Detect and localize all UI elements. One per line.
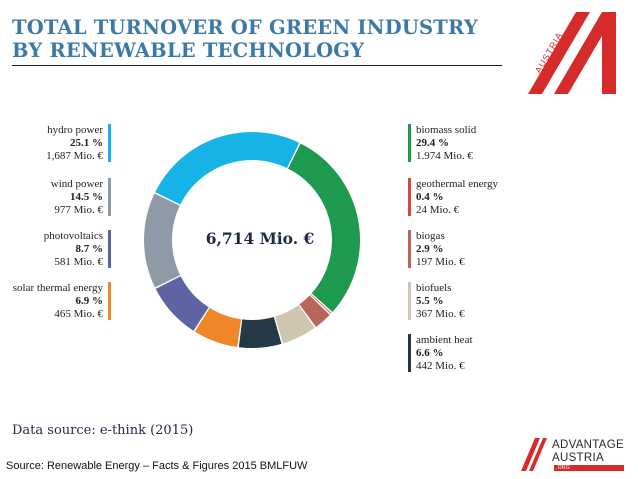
data-source-note: Data source: e-think (2015)	[12, 423, 194, 438]
legend-biogas-value: 197 Mio. €	[416, 256, 465, 268]
donut-slice-geothermal-energy	[310, 294, 332, 314]
legend-photovoltaics-value: 581 Mio. €	[54, 256, 103, 268]
legend-biogas-swatch	[408, 230, 411, 268]
legend-wind-power-swatch	[108, 178, 111, 216]
advantage-austria-mark-icon	[521, 438, 547, 471]
austria-logo-stripe-1	[528, 12, 590, 94]
donut-slice-biofuels	[274, 305, 315, 344]
legend-wind-power-value: 977 Mio. €	[54, 204, 103, 216]
legend-geothermal-energy-swatch	[408, 178, 411, 216]
legend-biofuels-name: biofuels	[416, 282, 452, 294]
title-divider	[12, 65, 502, 66]
donut-slice-hydro-power	[155, 132, 300, 205]
legend-photovoltaics-percent: 8.7 %	[75, 243, 104, 255]
austria-logo-stripe-2	[554, 12, 616, 94]
legend-solar-thermal-energy-value: 465 Mio. €	[54, 308, 103, 320]
legend-biomass-solid-percent: 29.4 %	[416, 137, 449, 149]
legend-hydro-power: hydro power 25.1 % 1,687 Mio. €	[0, 124, 111, 163]
legend-biofuels: biofuels 5.5 % 367 Mio. €	[408, 282, 566, 321]
legend-ambient-heat-swatch	[408, 334, 411, 372]
legend-wind-power: wind power 14.5 % 977 Mio. €	[0, 178, 111, 217]
advantage-austria-badge: .ORG	[554, 465, 624, 471]
legend-wind-power-name: wind power	[50, 178, 103, 190]
legend-ambient-heat-percent: 6.6 %	[416, 347, 444, 359]
advantage-austria-line-2: AUSTRIA	[552, 452, 604, 464]
legend-biogas: biogas 2.9 % 197 Mio. €	[408, 230, 566, 269]
chart-title-line-1: TOTAL TURNOVER OF GREEN INDUSTRY	[12, 16, 478, 39]
legend-biomass-solid-swatch	[408, 124, 411, 162]
advantage-austria-wordmark: ADVANTAGE AUSTRIA .ORG	[552, 439, 624, 471]
legend-photovoltaics: photovoltaics 8.7 % 581 Mio. €	[0, 230, 111, 269]
legend-biogas-name: biogas	[416, 230, 445, 242]
source-caption: Source: Renewable Energy – Facts & Figur…	[6, 460, 308, 472]
legend-ambient-heat-name: ambient heat	[416, 334, 473, 346]
legend-biofuels-value: 367 Mio. €	[416, 308, 465, 320]
donut-slice-biogas	[299, 295, 330, 327]
legend-hydro-power-name: hydro power	[47, 124, 103, 136]
austria-logo-icon: AUSTRIA	[528, 12, 616, 94]
legend-hydro-power-percent: 25.1 %	[70, 137, 103, 149]
legend-solar-thermal-energy-name: solar thermal energy	[12, 282, 103, 294]
legend-geothermal-energy: geothermal energy 0.4 % 24 Mio. €	[408, 178, 566, 217]
legend-photovoltaics-swatch	[108, 230, 111, 268]
donut-slice-ambient-heat	[238, 316, 282, 348]
legend-hydro-power-swatch	[108, 124, 111, 162]
legend-biogas-percent: 2.9 %	[416, 243, 444, 255]
legend-solar-thermal-energy-percent: 6.9 %	[75, 295, 104, 307]
donut-slice-solar-thermal-energy	[194, 307, 242, 347]
chart-title: TOTAL TURNOVER OF GREEN INDUSTRY BY RENE…	[12, 16, 478, 62]
legend-biofuels-percent: 5.5 %	[416, 295, 444, 307]
legend-ambient-heat-value: 442 Mio. €	[416, 360, 465, 372]
donut-slice-photovoltaics	[155, 276, 209, 331]
chart-title-line-2: BY RENEWABLE TECHNOLOGY	[12, 39, 365, 62]
austria-logo-stripe-3	[602, 12, 616, 94]
legend-biofuels-swatch	[408, 282, 411, 320]
advantage-austria-logo: ADVANTAGE AUSTRIA .ORG	[520, 436, 636, 474]
advantage-austria-line-1: ADVANTAGE	[552, 439, 624, 451]
legend-wind-power-percent: 14.5 %	[70, 191, 103, 203]
legend-geothermal-energy-percent: 0.4 %	[416, 191, 444, 203]
legend-geothermal-energy-value: 24 Mio. €	[416, 204, 460, 216]
legend-biomass-solid-value: 1.974 Mio. €	[416, 150, 473, 162]
donut-slice-biomass-solid	[288, 143, 360, 312]
legend-hydro-power-value: 1,687 Mio. €	[46, 150, 103, 162]
donut-center-total: 6,714 Mio. €	[205, 229, 315, 248]
donut-slice-wind-power	[144, 193, 181, 288]
legend-geothermal-energy-name: geothermal energy	[416, 178, 498, 190]
legend-solar-thermal-energy-swatch	[108, 282, 111, 320]
legend-biomass-solid: biomass solid 29.4 % 1.974 Mio. €	[408, 124, 566, 163]
legend-biomass-solid-name: biomass solid	[416, 124, 477, 136]
legend-ambient-heat: ambient heat 6.6 % 442 Mio. €	[408, 334, 566, 373]
legend-photovoltaics-name: photovoltaics	[43, 230, 103, 242]
legend-solar-thermal-energy: solar thermal energy 6.9 % 465 Mio. €	[0, 282, 111, 321]
